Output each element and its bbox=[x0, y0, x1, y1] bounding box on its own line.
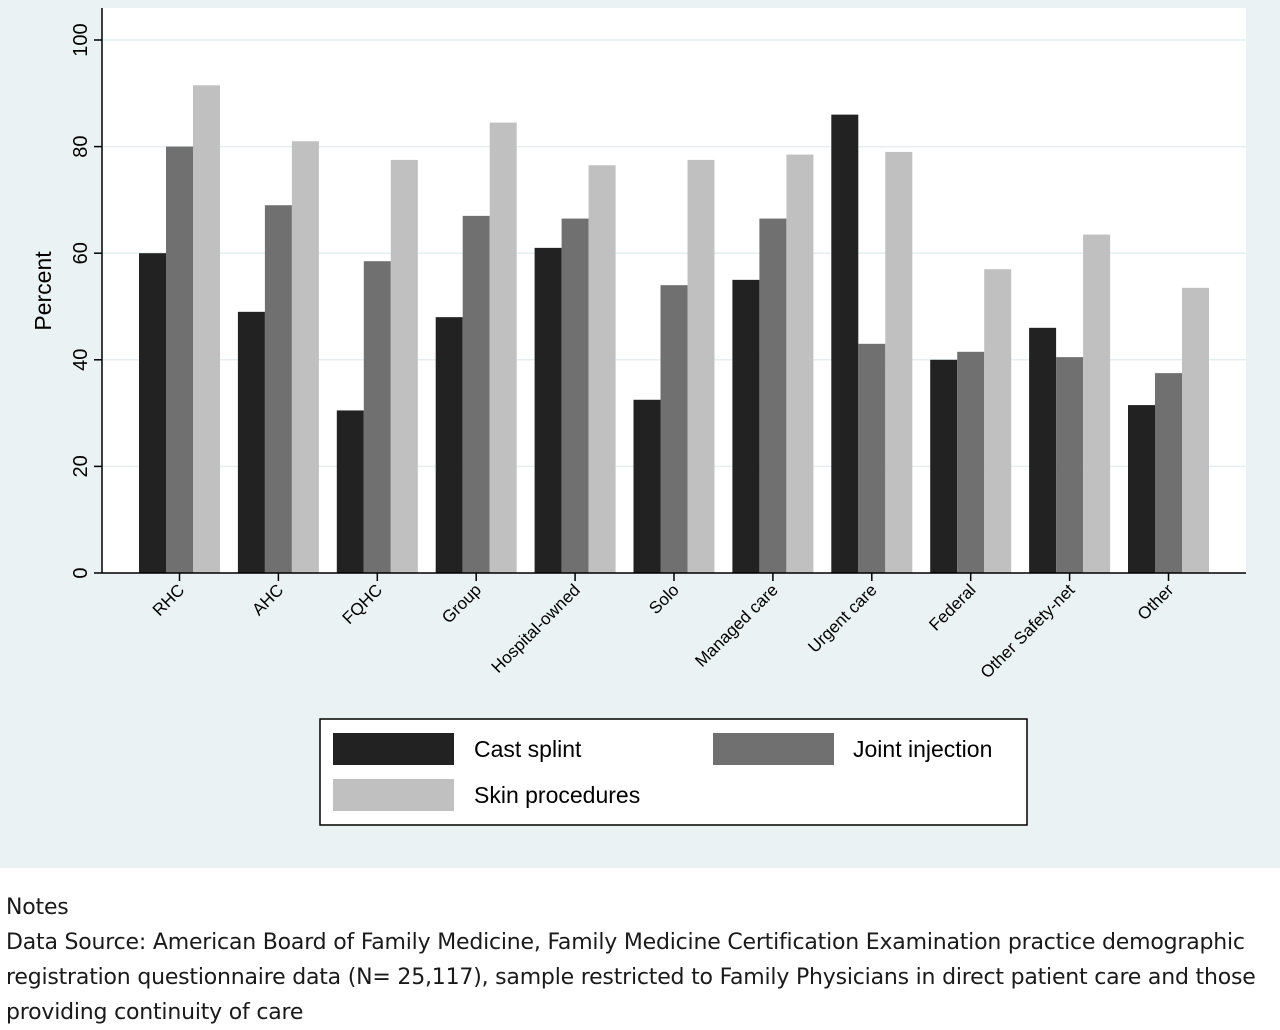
x-tick-label: Group bbox=[438, 580, 485, 627]
bar bbox=[660, 285, 688, 573]
bar bbox=[957, 351, 985, 573]
y-tick-label: 40 bbox=[70, 349, 92, 371]
bar bbox=[1128, 405, 1155, 573]
x-tick-label: Other bbox=[1134, 580, 1178, 624]
bar bbox=[336, 410, 364, 573]
bar bbox=[1056, 357, 1084, 573]
bar bbox=[759, 218, 787, 573]
y-tick-label: 100 bbox=[70, 23, 92, 56]
bar bbox=[534, 247, 562, 573]
bar bbox=[139, 253, 166, 573]
y-tick-label: 20 bbox=[70, 455, 92, 477]
bar bbox=[1029, 327, 1057, 573]
bar bbox=[193, 85, 220, 574]
bar bbox=[885, 151, 913, 573]
bar bbox=[930, 359, 958, 573]
x-tick-label: RHC bbox=[149, 580, 188, 619]
y-axis-ticks: 0 20 40 60 80 100 bbox=[70, 23, 102, 579]
bar bbox=[831, 114, 859, 574]
y-tick-label: 60 bbox=[70, 242, 92, 264]
x-tick-label: FQHC bbox=[339, 580, 386, 627]
bar bbox=[687, 159, 715, 574]
bar bbox=[363, 261, 391, 573]
x-tick-label: Urgent care bbox=[804, 580, 880, 656]
bar bbox=[237, 311, 265, 573]
bar bbox=[588, 165, 616, 573]
bar bbox=[633, 399, 661, 573]
y-axis-label: Percent bbox=[30, 251, 56, 331]
bar bbox=[858, 343, 886, 573]
x-tick-label: Other Safety-net bbox=[977, 580, 1079, 682]
bar-chart: 0 20 40 60 80 100 RHC AHC FQHC Group Hospital-own… bbox=[30, 8, 1246, 826]
bar bbox=[264, 205, 292, 574]
bar bbox=[732, 279, 760, 573]
x-tick-label: Managed care bbox=[691, 580, 781, 670]
legend-label: Joint injection bbox=[853, 736, 992, 762]
legend-label: Skin procedures bbox=[474, 782, 640, 808]
notes: Notes Data Source: American Board of Fam… bbox=[6, 890, 1274, 1030]
bar bbox=[462, 215, 490, 573]
legend-label: Cast splint bbox=[474, 736, 582, 762]
x-axis-ticks: RHC AHC FQHC Group Hospital-owned Solo Managed… bbox=[149, 573, 1178, 682]
legend-swatch bbox=[333, 733, 454, 765]
bars bbox=[139, 85, 1209, 574]
bar bbox=[1083, 234, 1111, 574]
bar bbox=[291, 141, 319, 573]
notes-text: Data Source: American Board of Family Me… bbox=[6, 930, 1256, 1025]
bar bbox=[1182, 287, 1209, 573]
bar bbox=[984, 269, 1012, 573]
legend-swatch bbox=[333, 779, 454, 811]
notes-heading: Notes bbox=[6, 895, 69, 920]
bar bbox=[166, 146, 193, 573]
bar bbox=[489, 122, 517, 574]
bar bbox=[1155, 373, 1182, 573]
x-tick-label: Hospital-owned bbox=[488, 580, 584, 676]
legend-swatch bbox=[713, 733, 834, 765]
x-tick-label: Federal bbox=[925, 580, 979, 634]
y-tick-label: 80 bbox=[70, 135, 92, 157]
x-tick-label: AHC bbox=[248, 580, 287, 619]
x-tick-label: Solo bbox=[645, 580, 682, 617]
legend: Cast splint Joint injection Skin procedure… bbox=[319, 718, 1028, 826]
bar bbox=[786, 154, 814, 573]
bar bbox=[435, 317, 463, 573]
y-tick-label: 0 bbox=[70, 567, 92, 578]
bar bbox=[390, 159, 418, 574]
bar bbox=[561, 218, 589, 573]
